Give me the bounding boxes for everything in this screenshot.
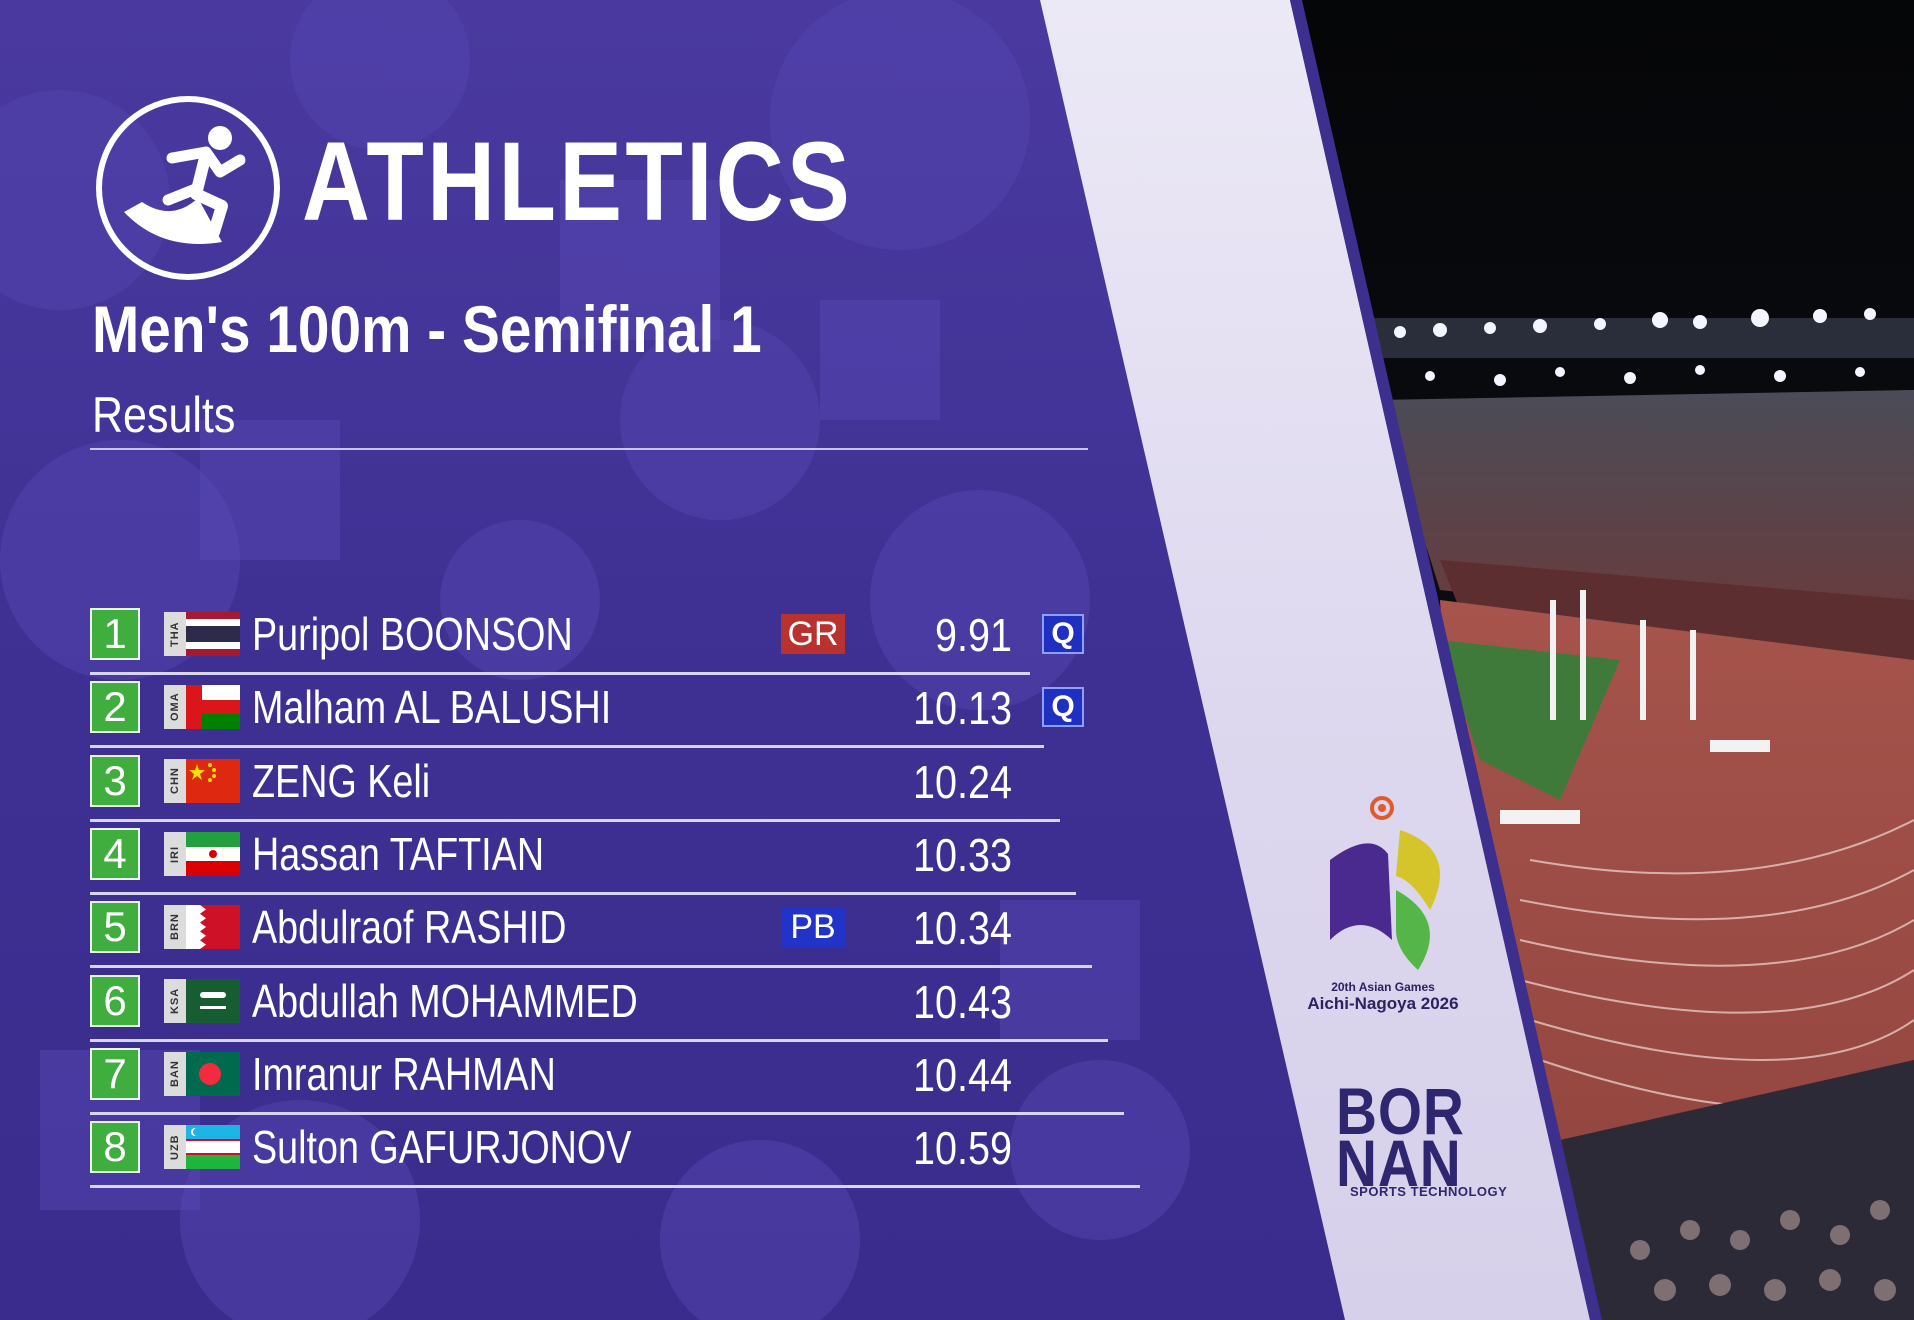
- athlete-name: Abdulraof RASHID: [252, 901, 567, 954]
- qualified-badge: Q: [1042, 614, 1084, 654]
- row-divider: [90, 1111, 1124, 1115]
- result-time: 10.43: [912, 975, 1012, 1028]
- rank-badge: 8: [90, 1121, 140, 1174]
- row-divider: [90, 745, 1044, 749]
- result-time: 10.59: [912, 1122, 1012, 1175]
- row-divider: [90, 891, 1076, 895]
- iran-flag-icon: [186, 831, 240, 876]
- result-time: 10.44: [912, 1048, 1012, 1101]
- row-divider: [90, 672, 1030, 675]
- rank-badge: 7: [90, 1047, 140, 1100]
- row-divider: [90, 818, 1060, 822]
- rank-badge: 2: [90, 681, 140, 734]
- athlete-name: Puripol BOONSON: [252, 608, 573, 660]
- noc-code: IRI: [164, 831, 186, 876]
- result-time: 9.91: [935, 609, 1012, 661]
- results-row: 1 THA Puripol BOONSON GR 9.91 Q: [0, 602, 1914, 675]
- event-title: Men's 100m - Semifinal 1: [92, 292, 762, 366]
- asian-games-emblem-icon: [1330, 796, 1440, 970]
- row-divider: [90, 1038, 1108, 1042]
- china-flag-icon: [186, 758, 240, 803]
- bahrain-flag-icon: [186, 905, 240, 950]
- rank-badge: 4: [90, 827, 140, 880]
- record-badge: PB: [781, 907, 845, 948]
- games-name: 20th Asian Games: [1331, 980, 1435, 994]
- athlete-name: Malham AL BALUSHI: [252, 681, 612, 734]
- rank-badge: 3: [90, 754, 140, 807]
- rank-badge: 1: [90, 608, 140, 660]
- athlete-name: Hassan TAFTIAN: [252, 827, 545, 880]
- results-row: 3 CHN ZENG Keli 10.24: [0, 749, 1914, 822]
- qualified-badge: Q: [1042, 687, 1084, 728]
- noc-code: OMA: [164, 685, 186, 730]
- athlete-name: Sulton GAFURJONOV: [252, 1121, 632, 1174]
- thailand-flag-icon: [186, 612, 240, 656]
- rank-badge: 5: [90, 901, 140, 954]
- results-row: 8 UZB Sulton GAFURJONOV 10.59: [0, 1115, 1914, 1189]
- results-row: 5 BRN Abdulraof RASHID PB 10.34: [0, 895, 1914, 969]
- noc-code: THA: [164, 612, 186, 656]
- oman-flag-icon: [186, 685, 240, 730]
- results-subtitle: Results: [92, 387, 236, 443]
- games-host: Aichi-Nagoya 2026: [1307, 994, 1459, 1013]
- sponsor-logo-line1: BOR: [1336, 1074, 1465, 1148]
- results-row: 6 KSA Abdullah MOHAMMED 10.43: [0, 969, 1914, 1042]
- header-divider: [90, 448, 1088, 450]
- sponsor-logo-line2: NAN: [1336, 1126, 1462, 1200]
- result-time: 10.33: [912, 828, 1012, 881]
- noc-code: UZB: [164, 1125, 186, 1170]
- athlete-name: Imranur RAHMAN: [252, 1047, 556, 1100]
- bangladesh-flag-icon: [186, 1051, 240, 1096]
- noc-code: KSA: [164, 978, 186, 1023]
- saudi-arabia-flag-icon: [186, 978, 240, 1023]
- athlete-name: ZENG Keli: [252, 754, 431, 807]
- sponsor-tagline: SPORTS TECHNOLOGY: [1350, 1184, 1508, 1199]
- result-time: 10.24: [912, 755, 1012, 808]
- noc-code: BAN: [164, 1051, 186, 1096]
- results-row: 2 OMA Malham AL BALUSHI 10.13 Q: [0, 675, 1914, 749]
- noc-code: BRN: [164, 905, 186, 950]
- uzbekistan-flag-icon: [186, 1125, 240, 1170]
- results-row: 7 BAN Imranur RAHMAN 10.44: [0, 1042, 1914, 1115]
- athlete-name: Abdullah MOHAMMED: [252, 974, 638, 1027]
- row-divider: [90, 1185, 1140, 1189]
- rank-badge: 6: [90, 974, 140, 1027]
- result-time: 10.13: [912, 682, 1012, 735]
- sport-title: ATHLETICS: [302, 119, 854, 244]
- noc-code: CHN: [164, 758, 186, 803]
- result-time: 10.34: [912, 902, 1012, 955]
- row-divider: [90, 965, 1092, 969]
- sprinter-icon: [96, 96, 280, 280]
- record-badge: GR: [781, 614, 845, 654]
- panel-pattern: [0, 0, 1190, 1320]
- results-row: 4 IRI Hassan TAFTIAN 10.33: [0, 822, 1914, 895]
